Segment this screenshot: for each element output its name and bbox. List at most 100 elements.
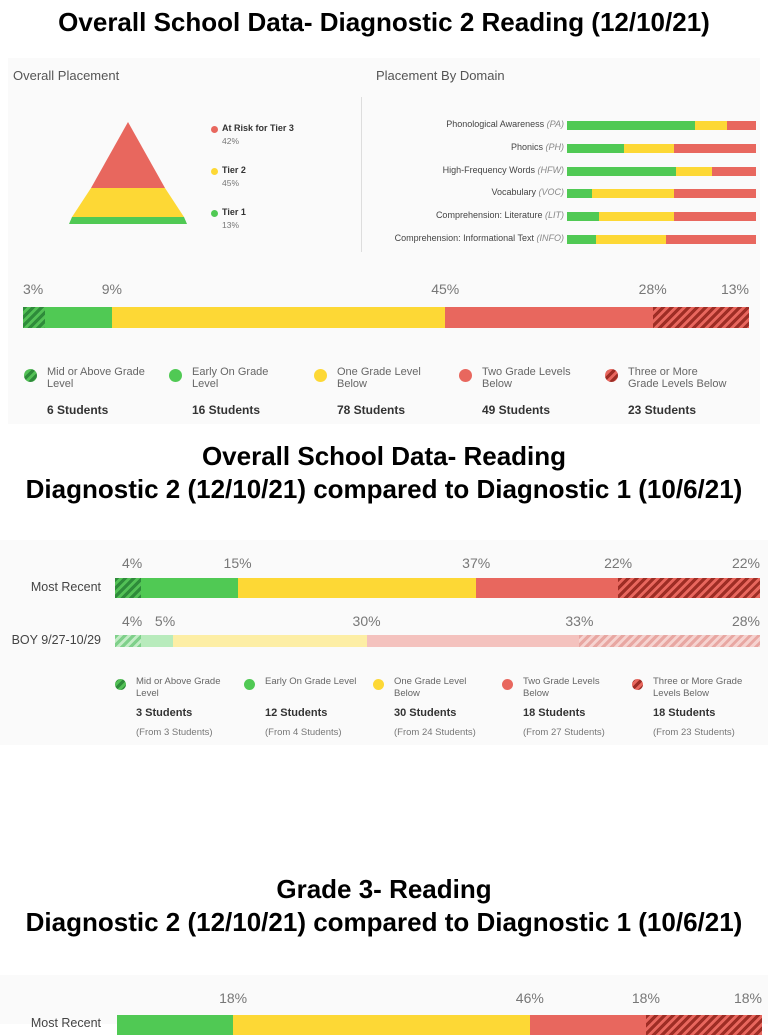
s2-recent-segment-mid-or-above <box>115 578 141 598</box>
s2-legend-label-one-below: One Grade Level Below <box>394 676 467 699</box>
tier3-name: At Risk for Tier 3 <box>222 123 294 133</box>
s1-pct-three-or-more: 13% <box>720 281 749 297</box>
s1-legend-dot-two-below <box>459 369 472 382</box>
s2-legend-dot-mid-or-above <box>115 679 126 690</box>
s3-recent-segment-two-below <box>529 1015 646 1035</box>
s1-legend-count-mid-or-above: 6 Students <box>47 403 109 417</box>
domain-abbr-5: (INFO) <box>536 233 565 243</box>
s2-recent-segment-two-below <box>476 578 619 598</box>
s2-legend-count-one-below: 30 Students <box>394 707 457 719</box>
s2-recent-pct-two-below: 22% <box>604 555 633 571</box>
domain-bar-3 <box>567 189 756 199</box>
row-label-most-recent-g3: Most Recent <box>30 1016 101 1030</box>
s1-legend-label-mid-or-above: Mid or Above Grade Level <box>47 366 145 390</box>
overall-placement-label: Overall Placement <box>13 68 120 83</box>
s2-legend-label-early-on: Early On Grade Level <box>265 676 357 687</box>
s3-recent-pct-early-on: 18% <box>219 990 248 1006</box>
s3-recent-segment-three-or-more <box>645 1015 762 1035</box>
section2-boy-percent-labels: 4% 5% 30% 33% 28% <box>0 613 768 631</box>
section2-boy-bar <box>115 635 760 647</box>
domain-bar-1-red <box>674 143 756 153</box>
domain-abbr-1: (PH) <box>545 141 565 152</box>
tier3-dot <box>211 126 218 133</box>
domain-bar-5 <box>567 235 756 244</box>
tier2-dot <box>211 168 218 175</box>
domain-label-2: High-Frequency Words (HFW) <box>442 164 564 175</box>
section3-title-line1: Grade 3- Reading <box>276 874 492 904</box>
s1-pct-early-on: 9% <box>101 281 123 297</box>
s2-legend-from-early-on: (From 4 Students) <box>265 727 342 738</box>
s1-segment-early-on <box>45 307 112 328</box>
s2-legend-count-three-or-more: 18 Students <box>653 707 716 719</box>
s2-recent-segment-one-below <box>237 578 477 598</box>
s2-recent-segment-three-or-more <box>618 578 760 598</box>
s2-legend-label-two-below: Two Grade Levels Below <box>523 676 600 699</box>
s1-pct-mid-or-above: 3% <box>23 281 44 297</box>
s2-recent-pct-three-or-more: 22% <box>731 555 760 571</box>
domain-label-0: Phonological Awareness (PA) <box>446 119 564 129</box>
section1-legend: Mid or Above Grade Level 6 Students Early … <box>0 366 768 426</box>
s2-legend-count-early-on: 12 Students <box>265 707 328 719</box>
s3-recent-pct-two-below: 18% <box>631 990 660 1006</box>
s1-legend-count-three-or-more: 23 Students <box>628 403 697 417</box>
s3-recent-segment-early-on <box>117 1015 234 1035</box>
s2-legend-dot-two-below <box>502 679 513 690</box>
s1-legend-count-two-below: 49 Students <box>482 403 551 417</box>
domain-bar-3-green <box>567 189 593 199</box>
section2-legend: Mid or Above Grade Level 3 Students (From … <box>0 676 768 746</box>
s2-legend-dot-three-or-more <box>632 679 643 690</box>
section1-stacked-bar <box>23 307 749 328</box>
s2-legend-from-three-or-more: (From 23 Students) <box>653 727 735 738</box>
domain-bar-3-red <box>674 189 756 199</box>
s2-legend-count-mid-or-above: 3 Students <box>136 707 193 719</box>
s1-segment-two-below <box>445 307 653 328</box>
domain-bar-0 <box>567 121 756 130</box>
placement-triangle <box>69 122 187 224</box>
row-label-boy: BOY 9/27-10/29 <box>11 633 101 647</box>
s2-boy-segment-mid-or-above <box>115 635 141 647</box>
s2-boy-pct-two-below: 33% <box>565 613 594 629</box>
domain-bar-5-red <box>665 235 756 244</box>
s1-legend-label-early-on: Early On Grade Level <box>192 366 269 390</box>
domain-bar-2 <box>567 166 756 176</box>
s1-legend-dot-three-or-more <box>605 369 618 382</box>
panel-divider <box>361 97 362 252</box>
s1-pct-one-below: 45% <box>431 281 460 297</box>
s2-legend-from-two-below: (From 27 Students) <box>523 727 605 738</box>
domain-label-4: Comprehension: Literature (LIT) <box>435 210 564 221</box>
s2-boy-pct-three-or-more: 28% <box>731 613 760 629</box>
s2-legend-from-mid-or-above: (From 3 Students) <box>136 727 213 738</box>
domain-label-1: Phonics (PH) <box>510 141 565 152</box>
s2-boy-segment-one-below <box>173 635 367 647</box>
s2-boy-pct-one-below: 30% <box>352 613 381 629</box>
domain-abbr-3: (VOC) <box>538 187 565 198</box>
domain-label-5: Comprehension: Informational Text (INFO) <box>394 233 565 243</box>
domain-bar-2-green <box>567 166 677 176</box>
domain-bar-4-yellow <box>598 212 675 222</box>
s2-boy-segment-two-below <box>366 635 580 647</box>
s1-legend-dot-mid-or-above <box>24 369 37 382</box>
domain-bar-1 <box>567 143 756 153</box>
section3-title-line2: Diagnostic 2 (12/10/21) compared to Diag… <box>25 907 743 937</box>
s2-boy-segment-early-on <box>140 635 174 647</box>
domain-bar-2-red <box>711 166 756 176</box>
s2-legend-dot-one-below <box>373 679 384 690</box>
s1-legend-count-one-below: 78 Students <box>337 403 406 417</box>
domain-bar-5-green <box>567 235 597 244</box>
s2-recent-pct-mid-or-above: 4% <box>122 555 143 571</box>
s3-recent-segment-one-below <box>233 1015 530 1035</box>
section2-title-line1: Overall School Data- Reading <box>201 441 567 471</box>
domain-bar-2-yellow <box>676 166 712 176</box>
domain-bar-3-yellow <box>592 189 675 199</box>
s1-legend-dot-one-below <box>314 369 327 382</box>
section3-recent-bar <box>117 1015 762 1035</box>
s3-recent-pct-three-or-more: 18% <box>733 990 762 1006</box>
domain-bar-5-yellow <box>596 235 666 244</box>
s2-recent-segment-early-on <box>140 578 238 598</box>
s2-boy-segment-three-or-more <box>579 635 760 647</box>
s2-recent-pct-one-below: 37% <box>462 555 491 571</box>
s1-segment-one-below <box>111 307 446 328</box>
s1-segment-mid-or-above <box>23 307 46 328</box>
domain-bar-0-yellow <box>695 121 727 130</box>
tier2-pct: 45% <box>222 178 240 188</box>
